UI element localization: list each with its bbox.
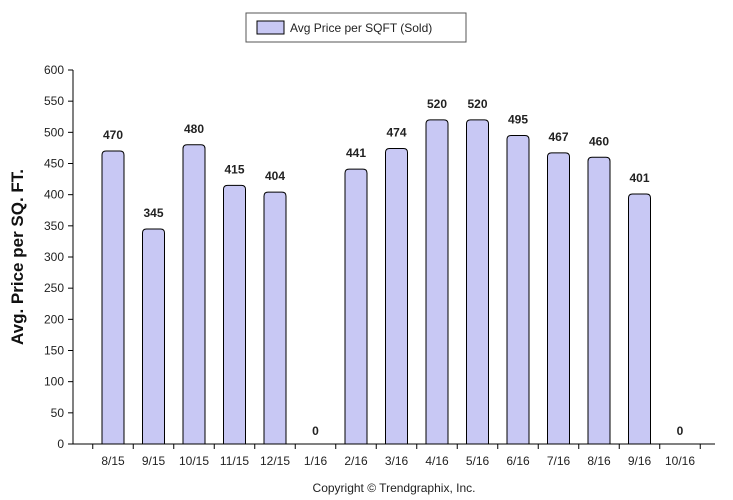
- x-tick-label: 8/16: [587, 454, 611, 468]
- legend-label: Avg Price per SQFT (Sold): [290, 21, 432, 35]
- y-tick-label: 0: [57, 437, 64, 451]
- data-label: 495: [508, 112, 528, 126]
- data-label: 345: [143, 206, 163, 220]
- bar: [223, 184, 246, 445]
- data-label: 520: [427, 97, 447, 111]
- bar: [142, 228, 165, 445]
- data-label: 404: [265, 169, 285, 183]
- data-label: 480: [184, 122, 204, 136]
- x-tick-label: 1/16: [304, 454, 328, 468]
- legend-swatch: [256, 20, 285, 35]
- bar: [466, 119, 489, 445]
- x-tick-label: 12/15: [260, 454, 290, 468]
- y-tick-label: 550: [44, 94, 64, 108]
- y-tick-label: 500: [44, 125, 64, 139]
- bar: [587, 156, 611, 445]
- x-tick-label: 2/16: [344, 454, 368, 468]
- x-tick-label: 8/15: [101, 454, 125, 468]
- x-tick-label: 3/16: [385, 454, 409, 468]
- data-label: 520: [467, 97, 487, 111]
- bar: [547, 152, 570, 445]
- data-label: 467: [548, 130, 568, 144]
- bar: [506, 134, 530, 445]
- y-tick-label: 100: [44, 375, 64, 389]
- y-axis-title: Avg. Price per SQ. FT.: [8, 169, 27, 345]
- x-ticks: 8/15 9/15 10/15 11/15 12/15 1/16 2/16 3/16 4/16 5…: [92, 444, 701, 468]
- y-ticks: 0 50 100 150 200 250 300 350 400 450 500 550 600: [44, 63, 73, 451]
- y-tick-label: 400: [44, 188, 64, 202]
- bar: [425, 119, 449, 445]
- y-tick-label: 150: [44, 344, 64, 358]
- x-tick-label: 9/16: [628, 454, 652, 468]
- x-tick-label: 7/16: [547, 454, 571, 468]
- data-label: 0: [312, 424, 319, 438]
- bar: [182, 144, 206, 445]
- bar: [101, 150, 125, 445]
- data-labels: 470 345 480 415 404 0 441 474 520 520 495 467 460 401…: [103, 97, 684, 438]
- x-tick-label: 10/15: [179, 454, 209, 468]
- bar: [344, 168, 368, 445]
- data-label: 460: [589, 134, 609, 148]
- data-label: 441: [346, 146, 366, 160]
- bars: [101, 119, 651, 445]
- copyright-text: Copyright © Trendgraphix, Inc.: [313, 481, 476, 495]
- data-label: 415: [224, 162, 244, 176]
- data-label: 401: [629, 171, 649, 185]
- data-label: 0: [677, 424, 684, 438]
- legend: Avg Price per SQFT (Sold): [245, 12, 467, 43]
- x-tick-label: 9/15: [142, 454, 166, 468]
- x-tick-label: 6/16: [506, 454, 530, 468]
- y-tick-label: 50: [51, 406, 65, 420]
- bar: [263, 191, 287, 445]
- x-tick-label: 11/15: [220, 454, 249, 468]
- y-tick-label: 200: [44, 312, 64, 326]
- y-tick-label: 450: [44, 157, 64, 171]
- x-tick-label: 10/16: [665, 454, 695, 468]
- y-tick-label: 250: [44, 281, 64, 295]
- data-label: 474: [386, 126, 406, 140]
- y-tick-label: 600: [44, 63, 64, 77]
- data-label: 470: [103, 128, 123, 142]
- x-tick-label: 5/16: [466, 454, 490, 468]
- bar: [385, 148, 408, 445]
- x-tick-label: 4/16: [425, 454, 449, 468]
- y-tick-label: 350: [44, 219, 64, 233]
- y-tick-label: 300: [44, 250, 64, 264]
- bar: [628, 193, 651, 445]
